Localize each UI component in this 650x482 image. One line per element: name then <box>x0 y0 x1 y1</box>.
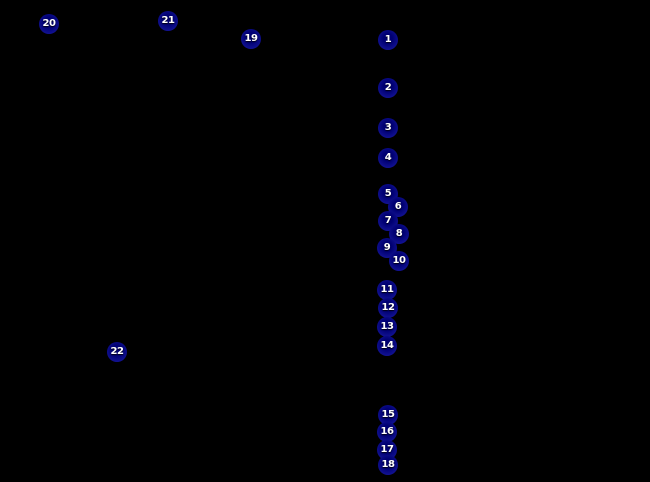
mark-badge-4[interactable]: 4 <box>378 148 398 168</box>
mark-badge-15[interactable]: 15 <box>378 405 398 425</box>
mark-badge-10[interactable]: 10 <box>389 251 409 271</box>
mark-badge-8[interactable]: 8 <box>389 224 409 244</box>
mark-badge-22[interactable]: 22 <box>107 342 127 362</box>
mark-badge-13[interactable]: 13 <box>377 317 397 337</box>
mark-badge-2[interactable]: 2 <box>378 78 398 98</box>
mark-badge-19[interactable]: 19 <box>241 29 261 49</box>
mark-badge-16[interactable]: 16 <box>377 422 397 442</box>
mark-badge-11[interactable]: 11 <box>377 280 397 300</box>
mark-badge-18[interactable]: 18 <box>378 455 398 475</box>
mark-badge-1[interactable]: 1 <box>378 30 398 50</box>
mark-badge-14[interactable]: 14 <box>377 336 397 356</box>
mark-badge-20[interactable]: 20 <box>39 14 59 34</box>
mark-badge-21[interactable]: 21 <box>158 11 178 31</box>
mark-badge-12[interactable]: 12 <box>378 298 398 318</box>
mark-badge-3[interactable]: 3 <box>378 118 398 138</box>
